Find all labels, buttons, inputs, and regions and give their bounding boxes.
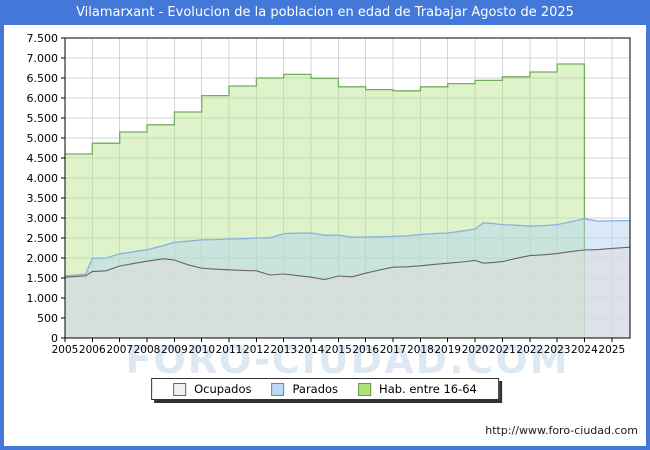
y-tick-label: 6.500	[27, 72, 59, 85]
y-tick-label: 2.500	[27, 232, 59, 245]
parados-swatch-icon	[271, 382, 285, 396]
ocupados-swatch-icon	[173, 382, 187, 396]
ocupados-area	[65, 247, 630, 338]
y-axis-labels: 0 500 1.000 1.500 2.000 2.500 3.000 3.500 4.000 4…	[27, 32, 59, 345]
y-tick-label: 7.000	[27, 52, 59, 65]
legend-label-hab-16-64: Hab. entre 16-64	[379, 382, 477, 396]
x-tick-label: 2023	[544, 344, 571, 356]
y-tick-label: 3.500	[27, 192, 59, 205]
x-tick-label: 2022	[516, 344, 543, 356]
y-tick-label: 7.500	[27, 32, 59, 45]
x-tick-label: 2006	[79, 344, 106, 356]
x-tick-label: 2016	[352, 344, 379, 356]
y-tick-label: 3.000	[27, 212, 59, 225]
y-tick-label: 500	[37, 312, 58, 325]
legend-item-hab-16-64: Hab. entre 16-64	[358, 382, 477, 396]
axis-ticks	[61, 37, 613, 342]
watermark-text: FORO-CIUDAD.COM	[125, 338, 570, 382]
y-tick-label: 6.000	[27, 92, 59, 105]
y-tick-label: 5.500	[27, 112, 59, 125]
x-tick-label: 2009	[161, 344, 188, 356]
x-tick-label: 2012	[243, 344, 270, 356]
y-tick-label: 0	[51, 332, 58, 345]
x-tick-label: 2010	[188, 344, 215, 356]
y-tick-label: 1.500	[27, 272, 59, 285]
window-border-right	[646, 25, 650, 450]
x-tick-label: 2013	[270, 344, 297, 356]
parados-line	[64, 218, 631, 277]
x-tick-label: 2024	[571, 344, 598, 356]
x-tick-label: 2007	[106, 344, 133, 356]
x-tick-label: 2021	[489, 344, 516, 356]
hab-16-64-swatch-icon	[358, 382, 372, 396]
window-border-bottom	[0, 446, 650, 450]
chart-title: Vilamarxant - Evolucion de la poblacion …	[0, 0, 650, 25]
x-tick-label: 2025	[598, 344, 625, 356]
legend-label-parados: Parados	[292, 382, 339, 396]
x-tick-label: 2018	[407, 344, 434, 356]
legend-label-ocupados: Ocupados	[194, 382, 252, 396]
y-tick-label: 4.000	[27, 172, 59, 185]
x-tick-label: 2019	[434, 344, 461, 356]
x-tick-label: 2005	[52, 344, 79, 356]
x-tick-label: 2015	[325, 344, 352, 356]
x-tick-label: 2014	[298, 344, 325, 356]
y-tick-label: 5.000	[27, 132, 59, 145]
plot-frame	[64, 37, 631, 339]
x-tick-label: 2008	[134, 344, 161, 356]
y-tick-label: 2.000	[27, 252, 59, 265]
window-border-left	[0, 25, 4, 450]
x-tick-label: 2020	[462, 344, 489, 356]
legend-item-parados: Parados	[271, 382, 338, 396]
footer-url: http://www.foro-ciudad.com	[485, 424, 638, 437]
legend-item-ocupados: Ocupados	[173, 382, 251, 396]
ocupados-line	[64, 246, 631, 281]
legend: Ocupados Parados Hab. entre 16-64	[151, 378, 499, 400]
y-tick-label: 4.500	[27, 152, 59, 165]
hab-16-64-line	[65, 63, 586, 338]
x-axis-labels: 2005 2006 2007 2008 2009 2010 2011 2012 2013 2014…	[52, 344, 626, 356]
x-tick-label: 2011	[216, 344, 243, 356]
y-tick-label: 1.000	[27, 292, 59, 305]
x-tick-label: 2017	[380, 344, 407, 356]
